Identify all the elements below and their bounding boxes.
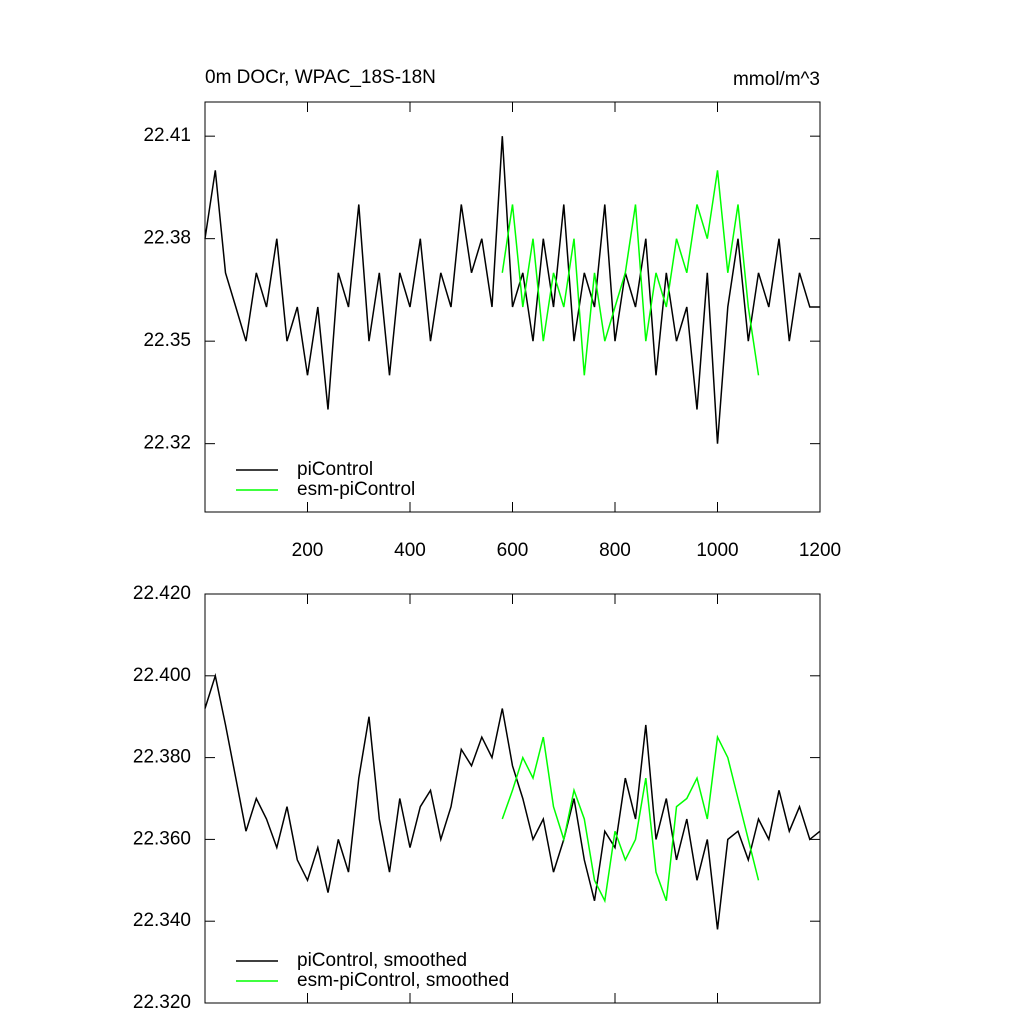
- x-tick-label: 1000: [696, 540, 738, 561]
- series-line: [501, 170, 760, 376]
- y-tick-label: 22.41: [143, 125, 191, 146]
- y-tick-label: 22.340: [133, 910, 191, 931]
- y-tick-label: 22.35: [143, 330, 191, 351]
- y-tick-label: 22.360: [133, 828, 191, 849]
- series-line: [501, 734, 760, 904]
- chart-title: 0m DOCr, WPAC_18S-18N: [205, 67, 436, 88]
- legend-label: esm-piControl: [297, 479, 415, 500]
- series-line: [204, 136, 820, 444]
- x-tick-label: 1200: [799, 540, 841, 561]
- series-line: [204, 672, 821, 930]
- y-tick-label: 22.420: [133, 583, 191, 604]
- y-tick-label: 22.32: [143, 433, 191, 454]
- legend-label: esm-piControl, smoothed: [297, 970, 509, 991]
- x-tick-label: 200: [292, 540, 324, 561]
- x-tick-label: 400: [394, 540, 426, 561]
- y-tick-label: 22.320: [133, 992, 191, 1013]
- units-label: mmol/m^3: [733, 69, 820, 90]
- y-tick-label: 22.38: [143, 228, 191, 249]
- plot-frame: [204, 593, 821, 1004]
- y-tick-label: 22.380: [133, 747, 191, 768]
- legend-label: piControl, smoothed: [297, 950, 467, 971]
- x-tick-label: 800: [599, 540, 631, 561]
- legend-label: piControl: [297, 459, 373, 480]
- y-tick-label: 22.400: [133, 665, 191, 686]
- x-tick-label: 600: [497, 540, 529, 561]
